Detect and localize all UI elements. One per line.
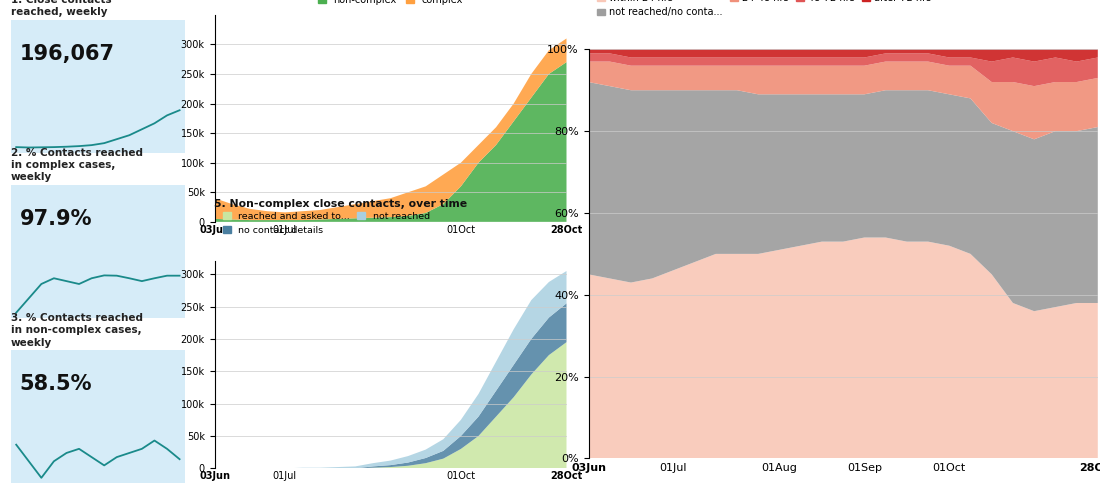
Text: 5. Non-complex close contacts, over time: 5. Non-complex close contacts, over time (214, 199, 468, 209)
Text: 2. % Contacts reached
in complex cases,
weekly: 2. % Contacts reached in complex cases, … (11, 147, 143, 182)
Legend: non-complex, complex: non-complex, complex (314, 0, 468, 8)
Legend: reached and asked to..., no contact details, not reached: reached and asked to..., no contact deta… (219, 208, 433, 238)
Text: 97.9%: 97.9% (20, 209, 92, 229)
Legend: within 24 hrs, not reached/no conta..., 24-48 hrs, 48-72 hrs, after 72 hrs: within 24 hrs, not reached/no conta..., … (593, 0, 935, 21)
Text: 196,067: 196,067 (20, 44, 114, 64)
Text: 3. % Contacts reached
in non-complex cases,
weekly: 3. % Contacts reached in non-complex cas… (11, 313, 143, 348)
Text: 58.5%: 58.5% (20, 374, 92, 394)
Text: 1. Close contacts
reached, weekly: 1. Close contacts reached, weekly (11, 0, 111, 17)
